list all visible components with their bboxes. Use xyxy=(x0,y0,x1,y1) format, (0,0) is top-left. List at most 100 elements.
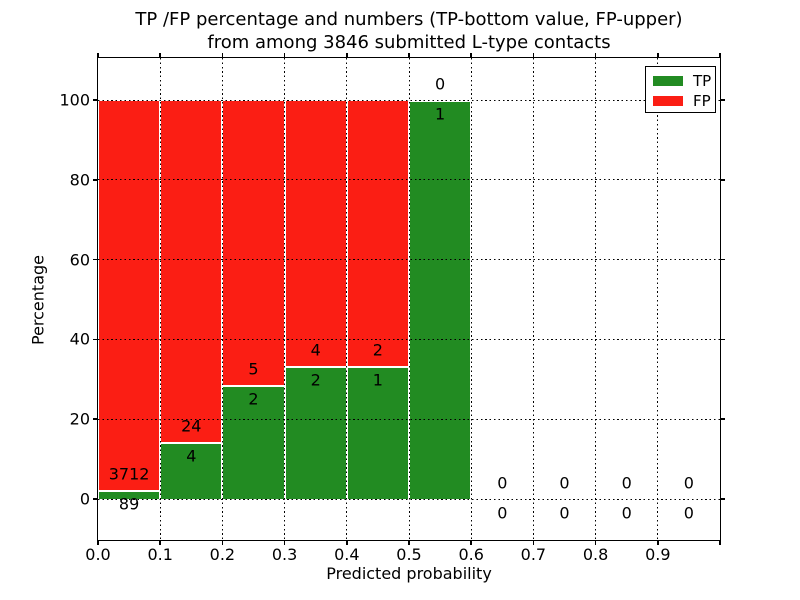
x-tick-mark xyxy=(159,53,161,58)
y-tick-mark xyxy=(93,498,98,500)
bar-tp-segment xyxy=(285,366,346,499)
x-tick-mark xyxy=(532,53,535,58)
legend: TP FP xyxy=(645,66,716,113)
legend-fp-swatch xyxy=(653,96,683,106)
fp-count-label: 0 xyxy=(435,74,446,94)
bar-tp-segment xyxy=(410,100,471,499)
y-tick-label: 80 xyxy=(69,170,90,190)
y-tick-mark xyxy=(93,99,98,101)
plot-area: TP FP 3712 89 24 4 5 2 4 2 2 1 0 1 0 0 0 0 0 0 0 0 xyxy=(97,57,721,541)
y-tick-mark xyxy=(720,179,725,181)
fp-count-label: 3712 xyxy=(108,464,150,484)
tp-count-label: 0 xyxy=(497,503,508,523)
x-tick-label: 0.1 xyxy=(147,545,173,564)
tp-count-label: 1 xyxy=(435,104,446,124)
y-tick-label: 20 xyxy=(69,409,90,429)
y-tick-mark xyxy=(93,258,98,261)
x-tick-mark xyxy=(221,53,224,58)
y-tick-label: 40 xyxy=(69,329,90,349)
x-tick-label: 0.5 xyxy=(396,545,422,564)
fp-count-label: 2 xyxy=(372,340,383,360)
chart-title-line2: from among 3846 submitted L-type contact… xyxy=(207,32,611,53)
x-tick-label: 0.7 xyxy=(520,545,547,564)
bar-fp-segment xyxy=(223,100,284,385)
x-tick-mark xyxy=(221,540,224,545)
chart-title-line1: TP /FP percentage and numbers (TP-bottom… xyxy=(135,9,683,30)
fp-count-label: 5 xyxy=(248,359,259,379)
bar-tp-segment xyxy=(99,489,160,499)
gridline-horizontal xyxy=(98,99,720,101)
x-tick-mark xyxy=(97,540,99,545)
bar-tp-segment xyxy=(161,441,222,499)
fp-count-label: 4 xyxy=(310,340,321,360)
x-tick-mark xyxy=(283,53,286,58)
x-tick-mark xyxy=(470,540,472,545)
gridline-vertical xyxy=(159,58,161,540)
legend-tp-swatch xyxy=(653,76,683,86)
x-tick-mark xyxy=(594,540,597,545)
tp-count-label: 0 xyxy=(683,503,694,523)
gridline-vertical xyxy=(284,58,286,540)
gridline-vertical xyxy=(532,58,534,540)
gridline-vertical xyxy=(595,58,597,540)
fp-count-label: 0 xyxy=(621,473,632,493)
gridline-horizontal xyxy=(98,179,720,181)
x-tick-mark xyxy=(719,53,721,58)
gridline-vertical xyxy=(346,58,348,540)
gridline-horizontal xyxy=(98,418,720,420)
x-tick-label: 0.8 xyxy=(582,545,609,564)
y-axis-label: Percentage xyxy=(28,254,48,346)
tp-count-label: 4 xyxy=(186,446,197,466)
gridline-horizontal xyxy=(98,338,720,340)
y-tick-mark xyxy=(93,179,98,181)
fp-count-label: 24 xyxy=(181,416,202,436)
x-tick-mark xyxy=(346,53,348,58)
y-tick-mark xyxy=(720,418,725,420)
gridline-vertical xyxy=(657,58,659,540)
x-tick-label: 0.9 xyxy=(645,545,671,564)
x-tick-mark xyxy=(532,540,535,545)
bar-fp-segment xyxy=(99,100,160,490)
y-tick-mark xyxy=(720,258,725,261)
bar-tp-segment xyxy=(223,385,284,499)
y-tick-label: 60 xyxy=(69,250,90,270)
x-tick-mark xyxy=(408,540,410,545)
y-tick-label: 100 xyxy=(59,90,90,110)
tp-count-label: 89 xyxy=(118,494,140,514)
fp-count-label: 0 xyxy=(497,473,508,493)
tp-count-label: 0 xyxy=(559,503,570,523)
legend-tp-label: TP xyxy=(693,72,712,90)
bar-fp-segment xyxy=(347,100,408,366)
tp-count-label: 0 xyxy=(621,503,632,523)
y-tick-label: 0 xyxy=(79,489,90,509)
bar-fp-segment xyxy=(285,100,346,366)
tp-count-label: 2 xyxy=(248,389,259,409)
x-tick-mark xyxy=(159,540,161,545)
x-tick-mark xyxy=(657,53,659,58)
x-tick-label: 0.2 xyxy=(209,545,236,564)
gridline-vertical xyxy=(408,58,410,540)
x-tick-mark xyxy=(408,53,410,58)
fp-count-label: 0 xyxy=(559,473,570,493)
bar-tp-segment xyxy=(347,366,408,499)
gridline-horizontal xyxy=(98,498,720,500)
x-tick-label: 0.4 xyxy=(334,545,360,564)
x-tick-label: 0.0 xyxy=(85,545,111,564)
gridline-vertical xyxy=(470,58,472,540)
legend-fp-label: FP xyxy=(693,92,711,110)
x-tick-mark xyxy=(594,53,597,58)
y-tick-mark xyxy=(93,338,98,341)
x-tick-mark xyxy=(657,540,659,545)
y-tick-mark xyxy=(720,99,725,101)
chart-title: TP /FP percentage and numbers (TP-bottom… xyxy=(98,8,720,54)
y-tick-mark xyxy=(720,338,725,341)
y-tick-mark xyxy=(93,418,98,420)
x-tick-label: 0.6 xyxy=(458,545,484,564)
x-tick-mark xyxy=(283,540,286,545)
y-tick-mark xyxy=(720,498,725,500)
bar-fp-segment xyxy=(161,100,222,442)
x-tick-mark xyxy=(346,540,348,545)
x-tick-mark xyxy=(719,540,721,545)
gridline-vertical xyxy=(221,58,223,540)
